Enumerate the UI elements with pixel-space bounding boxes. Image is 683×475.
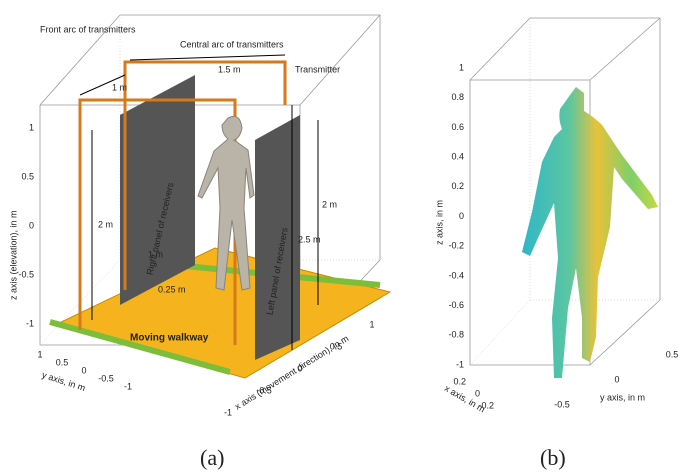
tick-label: 1 bbox=[29, 122, 34, 132]
tick-label: -0.5 bbox=[18, 269, 34, 279]
tick-label: -0.6 bbox=[448, 300, 464, 310]
axis-label: y axis, in m bbox=[41, 370, 87, 393]
tick-label: -1 bbox=[456, 359, 464, 369]
annotation: 2 m bbox=[98, 219, 113, 229]
tick-label: 0.2 bbox=[451, 181, 464, 191]
dimension-arrow bbox=[130, 55, 285, 60]
tick-label: 0 bbox=[459, 211, 464, 221]
tick-label: 0.8 bbox=[451, 92, 464, 102]
annotation: 1 m bbox=[112, 82, 127, 92]
tick-label: -0.5 bbox=[98, 373, 114, 383]
tick-label: 0 bbox=[614, 374, 619, 384]
tick-label: 1 bbox=[459, 62, 464, 72]
tick-label: 0.4 bbox=[451, 151, 464, 161]
axis-label: y axis, in m bbox=[600, 392, 645, 402]
panel-b: z axis, in m x axis, in m y axis, in m (… bbox=[434, 18, 678, 470]
axis-label: z axis (elevation), in m bbox=[8, 210, 18, 300]
annotation: 1 m bbox=[148, 249, 163, 259]
grid-line bbox=[470, 300, 530, 365]
tick-label: -0.2 bbox=[448, 241, 464, 251]
tick-label: -0.8 bbox=[448, 330, 464, 340]
annotation: Central arc of transmitters bbox=[180, 39, 284, 49]
annotation: 2 m bbox=[322, 199, 337, 209]
tick-label: 0.5 bbox=[21, 171, 34, 181]
box-edge bbox=[590, 18, 660, 80]
annotation: 2.5 m bbox=[298, 234, 321, 244]
tick-label: -0.5 bbox=[256, 385, 272, 395]
box-edge bbox=[300, 15, 380, 105]
tick-label: 0 bbox=[475, 388, 480, 398]
tick-label: 0.5 bbox=[666, 349, 679, 359]
caption: (b) bbox=[540, 445, 566, 470]
tick-label: 1 bbox=[369, 319, 374, 329]
tick-label: -0.5 bbox=[554, 399, 570, 409]
figure: Front arc of transmitters Central arc of… bbox=[0, 0, 683, 475]
tick-label: -0.2 bbox=[478, 400, 494, 410]
tick-label: 0.5 bbox=[330, 341, 343, 351]
annotation: Front arc of transmitters bbox=[40, 24, 136, 34]
tick-label: 0.6 bbox=[451, 122, 464, 132]
axis-label: z axis, in m bbox=[434, 200, 444, 245]
tick-label: 0 bbox=[297, 363, 302, 373]
tick-label: -1 bbox=[26, 318, 34, 328]
tick-label: 0 bbox=[29, 220, 34, 230]
point-cloud bbox=[522, 87, 658, 378]
tick-label: 0 bbox=[81, 365, 86, 375]
panel-a: Front arc of transmitters Central arc of… bbox=[8, 15, 390, 470]
tick-label: -1 bbox=[224, 407, 232, 417]
tick-label: -0.4 bbox=[448, 270, 464, 280]
tick-label: 0.5 bbox=[56, 357, 69, 367]
tick-label: 0.2 bbox=[453, 376, 466, 386]
caption: (a) bbox=[200, 445, 224, 470]
annotation: 1.5 m bbox=[218, 64, 241, 74]
tick-label: -1 bbox=[124, 381, 132, 391]
annotation: 0.25 m bbox=[158, 284, 186, 294]
annotation: Moving walkway bbox=[130, 333, 209, 344]
receiver-panel bbox=[120, 75, 195, 305]
annotation: Transmitter bbox=[295, 64, 340, 74]
tick-label: 1 bbox=[37, 349, 42, 359]
